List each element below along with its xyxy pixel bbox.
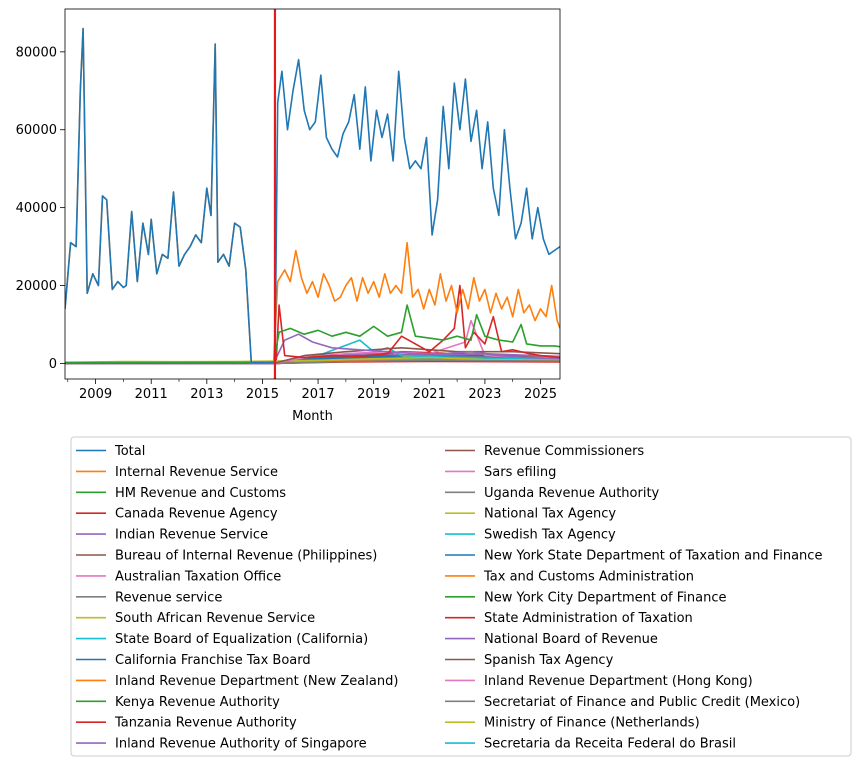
legend-label: Total [114,444,145,459]
legend-label: Indian Revenue Service [115,528,268,543]
legend-label: New York State Department of Taxation an… [484,549,822,564]
legend-label: Revenue service [115,590,222,605]
legend-label: Spanish Tax Agency [484,653,614,668]
legend-label: Secretariat of Finance and Public Credit… [484,695,800,710]
x-tick-label: 2013 [190,387,223,402]
legend-label: State Board of Equalization (California) [115,632,368,647]
x-tick-label: 2011 [135,387,168,402]
legend-label: Inland Revenue Authority of Singapore [115,737,367,752]
y-axis: 0 20000 40000 60000 80000 [16,45,65,372]
legend-label: Uganda Revenue Authority [484,486,660,501]
legend-label: Inland Revenue Department (Hong Kong) [484,674,753,689]
legend-label: Tax and Customs Administration [483,569,694,584]
x-tick-label: 2017 [302,387,335,402]
y-tick-label: 0 [49,357,57,372]
plot-frame [64,8,561,380]
legend-label: Internal Revenue Service [115,465,278,480]
series-layer [65,27,560,365]
legend-label: National Board of Revenue [484,632,658,647]
legend-label: California Franchise Tax Board [115,653,311,668]
legend-label: Tanzania Revenue Authority [114,716,297,731]
x-tick-label: 2021 [413,387,446,402]
legend-label: Bureau of Internal Revenue (Philippines) [115,549,377,564]
y-tick-label: 40000 [16,201,57,216]
legend-label: New York City Department of Finance [484,590,726,605]
legend-label: Inland Revenue Department (New Zealand) [115,674,398,689]
legend-label: Sars efiling [484,465,556,480]
series-line-3 [65,284,560,364]
legend-label: Ministry of Finance (Netherlands) [484,716,700,731]
legend: Total Internal Revenue Service HM Revenue … [70,436,852,757]
series-line-0 [65,27,560,364]
legend-label: National Tax Agency [484,507,616,522]
legend-label: Kenya Revenue Authority [115,695,280,710]
x-tick-label: 2009 [79,387,112,402]
series-line-8 [65,356,560,364]
x-axis-label: Month [292,409,333,424]
y-tick-label: 20000 [16,279,57,294]
series-line-2 [65,304,560,364]
x-axis: 2009 2011 2013 2015 2017 2019 2021 2023 2025 [67,379,557,402]
legend-label: Revenue Commissioners [484,444,644,459]
legend-label: HM Revenue and Customs [115,486,286,501]
series-line-4 [65,333,560,365]
legend-label: Canada Revenue Agency [115,507,278,522]
legend-label: State Administration of Taxation [484,611,693,626]
legend-label: Australian Taxation Office [115,569,281,584]
legend-label: Swedish Tax Agency [484,528,616,543]
x-tick-label: 2019 [357,387,390,402]
x-tick-label: 2015 [246,387,279,402]
legend-label: Secretaria da Receita Federal do Brasil [484,737,736,752]
x-tick-label: 2025 [524,387,557,402]
x-tick-label: 2023 [468,387,501,402]
legend-label: South African Revenue Service [115,611,315,626]
y-tick-label: 80000 [16,45,57,60]
y-tick-label: 60000 [16,123,57,138]
